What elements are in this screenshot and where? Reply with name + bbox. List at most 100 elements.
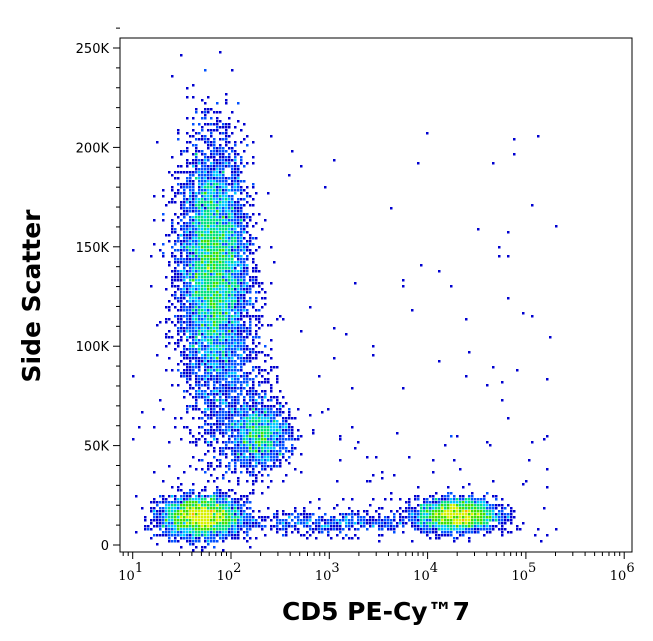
density-bin [237,216,240,219]
density-bin [234,471,237,474]
density-bin [477,525,480,528]
density-bin [486,516,489,519]
density-bin [222,192,225,195]
density-bin [204,315,207,318]
density-bin [300,534,303,537]
density-bin [177,132,180,135]
density-bin [192,162,195,165]
density-bin [240,330,243,333]
density-bin [486,504,489,507]
density-bin [441,498,444,501]
density-bin [237,441,240,444]
density-bin [174,426,177,429]
density-bin [231,471,234,474]
density-bin [183,426,186,429]
density-bin [330,519,333,522]
density-bin [390,525,393,528]
density-bin [204,537,207,540]
density-bin [216,411,219,414]
density-bin [219,225,222,228]
density-bin [243,267,246,270]
density-bin [258,441,261,444]
density-bin [324,519,327,522]
density-bin [267,453,270,456]
density-bin [207,288,210,291]
density-bin [192,270,195,273]
density-bin [240,255,243,258]
density-bin [192,345,195,348]
density-bin [186,492,189,495]
density-bin [156,504,159,507]
density-bin [483,498,486,501]
density-bin [267,411,270,414]
density-bin [231,198,234,201]
density-bin [219,297,222,300]
density-bin [171,486,174,489]
density-bin [237,261,240,264]
density-bin [177,234,180,237]
density-bin [198,279,201,282]
density-bin [492,519,495,522]
density-bin [243,426,246,429]
density-bin [183,192,186,195]
density-bin [249,492,252,495]
density-bin [261,459,264,462]
density-bin [180,204,183,207]
density-bin [333,522,336,525]
density-bin [216,318,219,321]
density-bin [201,309,204,312]
density-bin [186,222,189,225]
density-bin [312,429,315,432]
density-bin [204,324,207,327]
density-bin [387,525,390,528]
density-bin [291,519,294,522]
density-bin [330,516,333,519]
density-bin [249,279,252,282]
density-bin [204,525,207,528]
density-bin [300,471,303,474]
density-bin [321,531,324,534]
density-bin [258,453,261,456]
density-bin [192,264,195,267]
density-bin [411,540,414,543]
density-bin [237,399,240,402]
density-bin [276,525,279,528]
density-bin [186,270,189,273]
density-bin [204,360,207,363]
density-bin [222,306,225,309]
density-bin [207,129,210,132]
density-bin [180,534,183,537]
density-bin [225,267,228,270]
density-bin [219,342,222,345]
density-bin [150,522,153,525]
density-bin [171,522,174,525]
density-bin [267,399,270,402]
density-bin [264,405,267,408]
density-bin [225,444,228,447]
density-bin [456,516,459,519]
density-bin [237,402,240,405]
density-bin [252,351,255,354]
density-bin [195,540,198,543]
density-bin [444,501,447,504]
density-bin [234,243,237,246]
density-bin [234,399,237,402]
density-bin [204,339,207,342]
density-bin [195,144,198,147]
density-bin [234,387,237,390]
density-bin [222,423,225,426]
density-bin [456,522,459,525]
density-bin [252,183,255,186]
density-bin [219,270,222,273]
density-bin [219,420,222,423]
density-bin [417,498,420,501]
density-bin [207,246,210,249]
density-bin [258,282,261,285]
density-bin [198,189,201,192]
density-bin [534,534,537,537]
density-bin [240,186,243,189]
density-bin [210,213,213,216]
density-bin [225,144,228,147]
density-bin [252,399,255,402]
density-bin [276,423,279,426]
